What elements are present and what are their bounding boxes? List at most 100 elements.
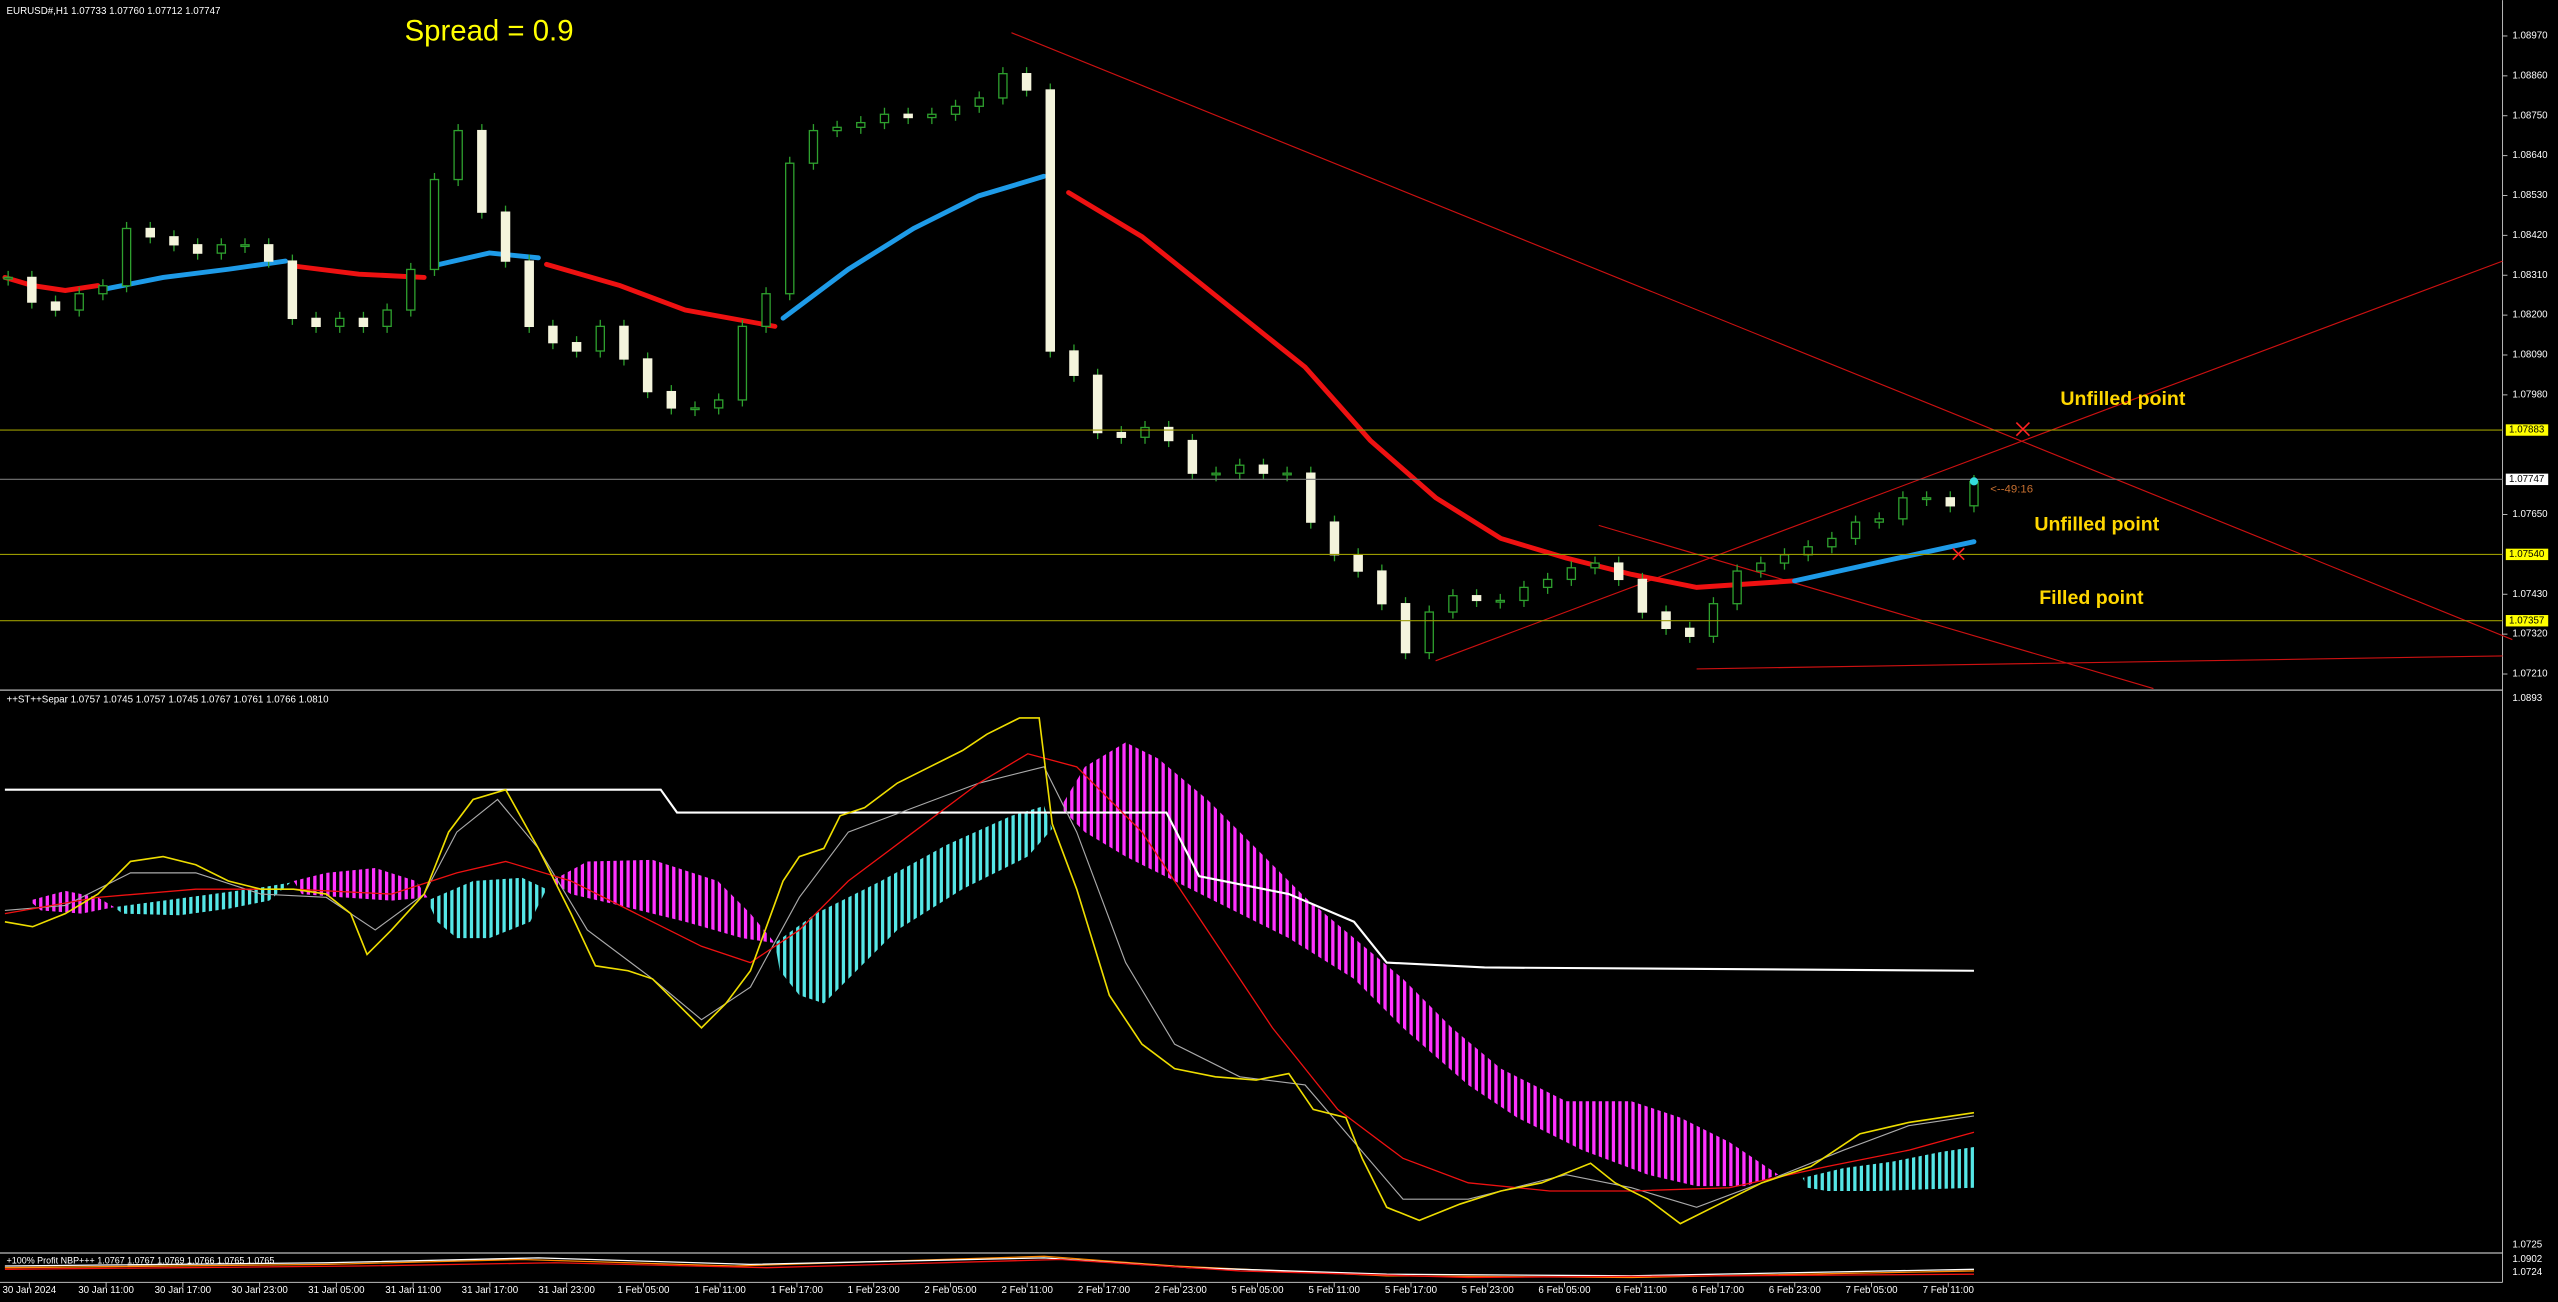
candle (192, 244, 203, 254)
candle (500, 211, 511, 262)
price-label: 1.08090 (2512, 350, 2548, 361)
time-label: 7 Feb 05:00 (1845, 1285, 1898, 1296)
candle (287, 260, 298, 320)
candle (1282, 472, 1292, 476)
candle (382, 309, 392, 328)
bottom-indicator-lines (4, 1255, 1974, 1279)
symbol-info: EURUSD#,H1 1.07733 1.07760 1.07712 1.077… (7, 6, 221, 17)
candle (1519, 586, 1529, 602)
candle (1566, 567, 1577, 581)
time-label: 1 Feb 11:00 (694, 1285, 746, 1296)
level-price-label: 1.07540 (2509, 549, 2545, 560)
candle (1187, 439, 1198, 474)
candle (1898, 497, 1908, 520)
candle (1258, 464, 1269, 474)
candle (453, 129, 463, 181)
price-label: 1.07210 (2512, 669, 2548, 680)
candle (1756, 562, 1766, 572)
candle (1021, 73, 1032, 91)
candle (216, 244, 227, 254)
candle (311, 317, 321, 328)
time-label: 7 Feb 11:00 (1923, 1285, 1975, 1296)
candle (1779, 554, 1790, 564)
time-label: 31 Jan 23:00 (538, 1285, 595, 1296)
candle (1708, 603, 1719, 637)
candle (1613, 562, 1624, 581)
candle (1069, 350, 1079, 376)
time-label: 1 Feb 17:00 (771, 1285, 824, 1296)
price-label: 1.08530 (2512, 190, 2548, 201)
candle (1850, 521, 1861, 540)
candle (1092, 374, 1103, 434)
level-price-label: 1.07883 (2509, 425, 2544, 436)
time-label: 5 Feb 17:00 (1385, 1285, 1438, 1296)
candle (1329, 521, 1340, 556)
time-label: 5 Feb 11:00 (1309, 1285, 1361, 1296)
candle (1235, 464, 1245, 474)
candle (524, 260, 534, 328)
level-price-box (2505, 548, 2549, 561)
candle (406, 268, 416, 311)
time-label: 2 Feb 11:00 (1001, 1285, 1053, 1296)
candle (1921, 497, 1932, 501)
price-label: 1.0724 (2512, 1267, 2542, 1278)
candle (879, 113, 890, 124)
annotation: Filled point (2039, 587, 2144, 609)
time-label: 31 Jan 05:00 (308, 1285, 365, 1296)
level-price-label: 1.07357 (2509, 615, 2544, 626)
time-label: 1 Feb 23:00 (848, 1285, 901, 1296)
candle (1637, 578, 1648, 613)
candle (808, 129, 819, 164)
candle (1400, 603, 1411, 654)
price-label: 1.08750 (2512, 110, 2548, 121)
candle (121, 227, 132, 287)
candle (950, 105, 961, 115)
annotation: Unfilled point (2060, 388, 2185, 410)
candle (1306, 472, 1316, 523)
price-label: 1.08200 (2512, 310, 2548, 321)
candle (429, 178, 440, 271)
candles (3, 67, 1979, 660)
indicator-title: ++ST++Separ 1.0757 1.0745 1.0757 1.0745 … (7, 695, 330, 706)
spread-label: Spread = 0.9 (405, 14, 574, 47)
candle (666, 390, 677, 409)
candle (1163, 426, 1174, 442)
candle (358, 317, 369, 328)
bar-timer: <--49:16 (1990, 484, 2033, 496)
candle (998, 73, 1008, 99)
indicator-lines (4, 717, 1975, 1225)
candle (903, 113, 913, 119)
level-price-label: 1.07747 (2509, 474, 2544, 485)
candle (1542, 578, 1553, 589)
price-levels: 1.07883 1.07747 1.07540 1.07357 (0, 424, 2549, 627)
candle (856, 121, 866, 128)
candle (1471, 595, 1482, 602)
time-label: 5 Feb 05:00 (1231, 1285, 1284, 1296)
markers (1952, 422, 2031, 561)
candle (642, 358, 653, 393)
price-label: 1.0893 (2512, 693, 2542, 704)
candle (927, 113, 937, 119)
bottom-indicator-title: +100% Profit NBP+++ 1.0767 1.0767 1.0769… (7, 1256, 275, 1266)
candle (1211, 472, 1221, 476)
candle (1803, 546, 1813, 556)
candle (1353, 554, 1363, 572)
candle (1045, 89, 1056, 352)
candle (1874, 518, 1884, 523)
candle (571, 342, 582, 352)
candle (974, 97, 984, 107)
time-label: 6 Feb 23:00 (1769, 1285, 1822, 1296)
price-label: 1.08310 (2512, 270, 2548, 281)
time-label: 2 Feb 17:00 (1078, 1285, 1131, 1296)
time-label: 6 Feb 11:00 (1616, 1285, 1668, 1296)
candle (1732, 570, 1742, 605)
candle (477, 129, 487, 213)
candle (832, 126, 842, 132)
candle (1590, 562, 1600, 569)
candle (1495, 599, 1506, 603)
candle (74, 293, 84, 311)
candle (761, 293, 771, 328)
price-label: 1.08860 (2512, 70, 2548, 81)
candle (1945, 497, 1956, 507)
